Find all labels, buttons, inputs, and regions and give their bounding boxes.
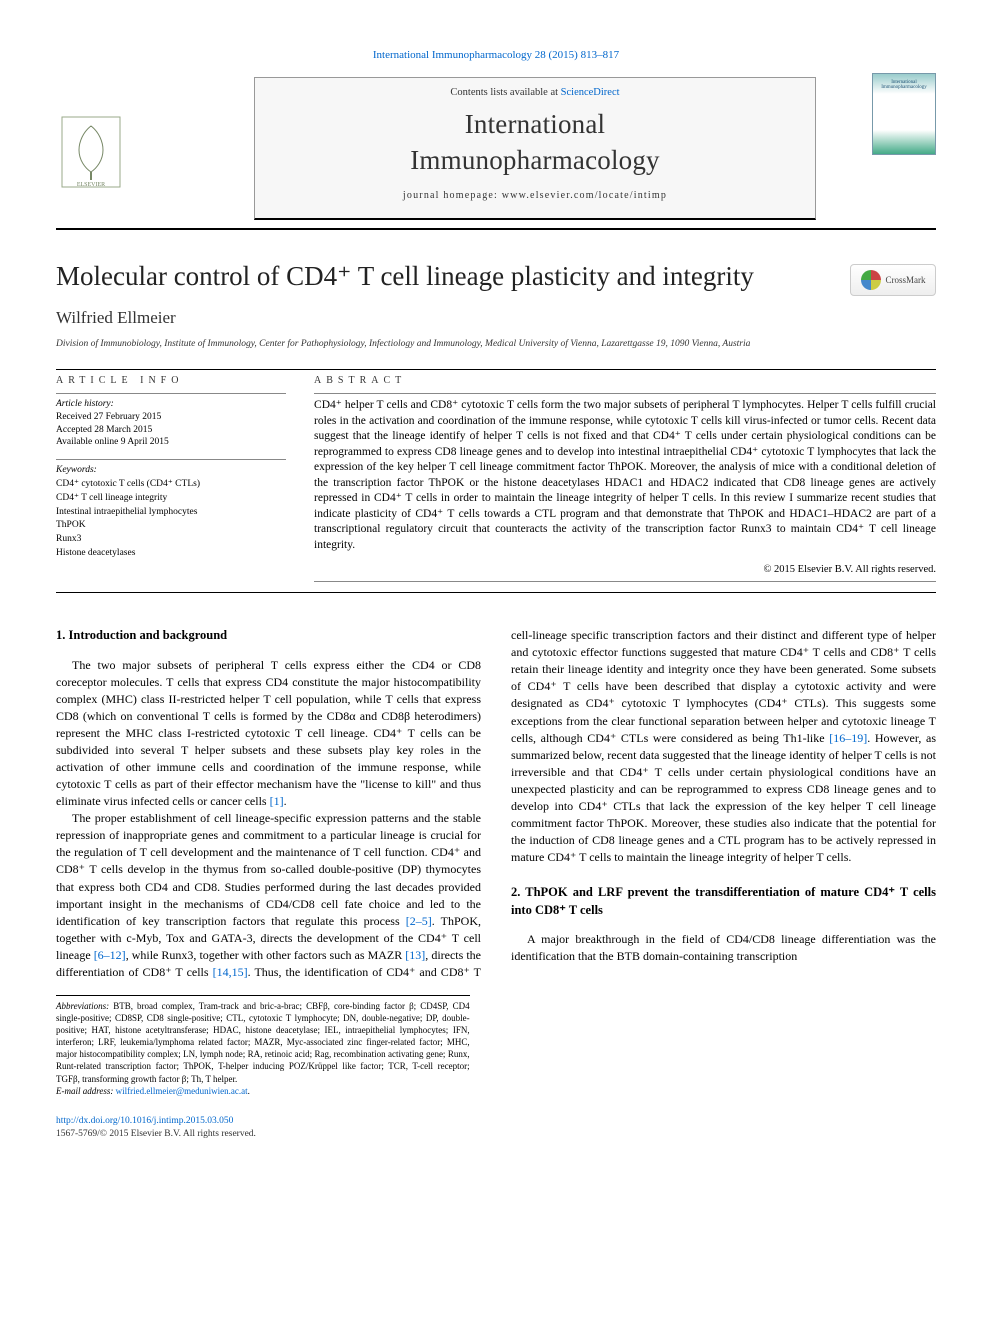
sciencedirect-link[interactable]: ScienceDirect [561, 87, 620, 98]
page-footer: http://dx.doi.org/10.1016/j.intimp.2015.… [56, 1115, 936, 1141]
citation-link[interactable]: [6–12] [94, 948, 126, 962]
running-head-link[interactable]: International Immunopharmacology 28 (201… [373, 49, 619, 61]
keyword: Intestinal intraepithelial lymphocytes [56, 506, 286, 520]
history-item: Accepted 28 March 2015 [56, 424, 286, 437]
article-title: Molecular control of CD4⁺ T cell lineage… [56, 260, 936, 292]
section-heading: 1. Introduction and background [56, 627, 481, 645]
masthead: ELSEVIER Contents lists available at Sci… [56, 77, 936, 231]
keyword: CD4⁺ cytotoxic T cells (CD4⁺ CTLs) [56, 478, 286, 492]
svg-text:ELSEVIER: ELSEVIER [77, 182, 105, 188]
abbreviations: Abbreviations: BTB, broad complex, Tram-… [56, 1000, 470, 1085]
abstract-copyright: © 2015 Elsevier B.V. All rights reserved… [314, 563, 936, 577]
header-box: Contents lists available at ScienceDirec… [254, 77, 815, 221]
author-affiliation: Division of Immunobiology, Institute of … [56, 338, 936, 351]
history-item: Received 27 February 2015 [56, 411, 286, 424]
article-info-heading: ARTICLE INFO [56, 374, 286, 388]
abstract-text: CD4⁺ helper T cells and CD8⁺ cytotoxic T… [314, 398, 936, 553]
elsevier-tree-icon: ELSEVIER [56, 113, 126, 191]
keyword: ThPOK [56, 519, 286, 533]
issn-line: 1567-5769/© 2015 Elsevier B.V. All right… [56, 1128, 936, 1141]
rule [56, 459, 286, 460]
corresponding-email: E-mail address: wilfried.ellmeier@meduni… [56, 1085, 470, 1097]
rule [56, 592, 936, 593]
body-paragraph: The two major subsets of peripheral T ce… [56, 657, 481, 810]
rule [314, 581, 936, 582]
body-paragraph: A major breakthrough in the field of CD4… [511, 931, 936, 965]
crossmark-badge[interactable]: CrossMark [850, 264, 936, 296]
email-link[interactable]: wilfried.ellmeier@meduniwien.ac.at [116, 1086, 248, 1096]
author-name: Wilfried Ellmeier [56, 307, 936, 330]
contents-line: Contents lists available at ScienceDirec… [345, 86, 724, 100]
keyword: CD4⁺ T cell lineage integrity [56, 492, 286, 506]
rule [56, 393, 286, 394]
citation-link[interactable]: [1] [270, 794, 284, 808]
running-head: International Immunopharmacology 28 (201… [56, 48, 936, 63]
journal-cover-icon: International Immunopharmacology [872, 73, 936, 155]
citation-link[interactable]: [16–19] [829, 731, 867, 745]
keyword: Runx3 [56, 533, 286, 547]
homepage-url[interactable]: www.elsevier.com/locate/intimp [502, 190, 667, 201]
rule [56, 369, 936, 370]
homepage-line: journal homepage: www.elsevier.com/locat… [345, 189, 724, 203]
keywords-label: Keywords: [56, 464, 286, 478]
section-heading: 2. ThPOK and LRF prevent the transdiffer… [511, 884, 936, 920]
citation-link[interactable]: [2–5] [406, 914, 432, 928]
crossmark-icon [861, 270, 881, 290]
history-item: Available online 9 April 2015 [56, 436, 286, 449]
journal-name: International Immunopharmacology [345, 106, 724, 179]
footnotes: Abbreviations: BTB, broad complex, Tram-… [56, 995, 470, 1097]
rule [314, 393, 936, 394]
abstract-heading: ABSTRACT [314, 374, 936, 388]
citation-link[interactable]: [14,15] [213, 965, 248, 979]
history-label: Article history: [56, 398, 286, 411]
citation-link[interactable]: [13] [405, 948, 425, 962]
body-columns: 1. Introduction and background The two m… [56, 627, 936, 980]
keyword: Histone deacetylases [56, 547, 286, 561]
doi-link[interactable]: http://dx.doi.org/10.1016/j.intimp.2015.… [56, 1116, 233, 1126]
